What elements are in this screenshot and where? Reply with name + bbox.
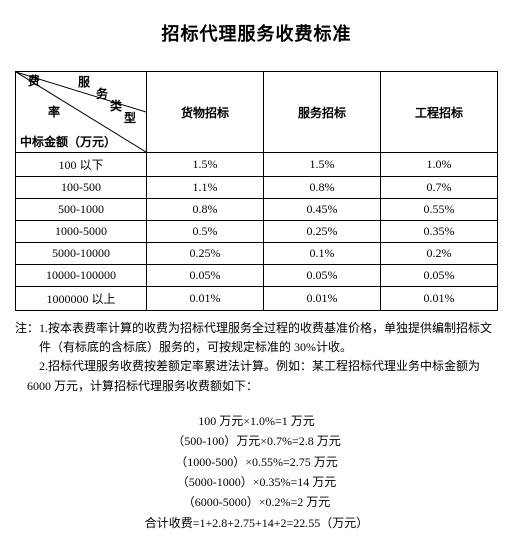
calc-line: 100 万元×1.0%=1 万元 xyxy=(15,411,498,431)
note-line: 6000 万元，计算招标代理服务收费额如下： xyxy=(15,377,498,396)
diagonal-header: 费 服 务 类 率 型 中标金额（万元） xyxy=(16,72,147,153)
notes-section: 注：1.按本表费率计算的收费为招标代理服务全过程的收费基准价格，单独提供编制招标… xyxy=(15,319,498,396)
table-row: 1000000 以上 0.01% 0.01% 0.01% xyxy=(16,287,498,311)
note-line: 注：1.按本表费率计算的收费为招标代理服务全过程的收费基准价格，单独提供编制招标… xyxy=(15,319,498,338)
calc-line: （5000-1000）×0.35%=14 万元 xyxy=(15,472,498,492)
calculation-example: 100 万元×1.0%=1 万元 （500-100）万元×0.7%=2.8 万元… xyxy=(15,411,498,533)
table-row: 5000-10000 0.25% 0.1% 0.2% xyxy=(16,243,498,265)
table-row: 10000-100000 0.05% 0.05% 0.05% xyxy=(16,265,498,287)
page-title: 招标代理服务收费标准 xyxy=(15,20,498,46)
calc-line: （1000-500）×0.55%=2.75 万元 xyxy=(15,452,498,472)
table-row: 500-1000 0.8% 0.45% 0.55% xyxy=(16,199,498,221)
col-header-goods: 货物招标 xyxy=(147,72,264,153)
note-line: 件（有标底的含标底）服务的，可按规定标准的 30%计收。 xyxy=(15,338,498,357)
table-row: 100-500 1.1% 0.8% 0.7% xyxy=(16,177,498,199)
fee-table: 费 服 务 类 率 型 中标金额（万元） 货物招标 服务招标 工程招标 100 … xyxy=(15,71,498,311)
col-header-service: 服务招标 xyxy=(264,72,381,153)
calc-line: （500-100）万元×0.7%=2.8 万元 xyxy=(15,431,498,451)
col-header-engineering: 工程招标 xyxy=(381,72,498,153)
note-line: 2.招标代理服务收费按差额定率累进法计算。例如：某工程招标代理业务中标金额为 xyxy=(15,357,498,376)
table-row: 100 以下 1.5% 1.5% 1.0% xyxy=(16,153,498,177)
calc-line: 合计收费=1+2.8+2.75+14+2=22.55（万元） xyxy=(15,513,498,533)
table-row: 1000-5000 0.5% 0.25% 0.35% xyxy=(16,221,498,243)
calc-line: （6000-5000）×0.2%=2 万元 xyxy=(15,492,498,512)
